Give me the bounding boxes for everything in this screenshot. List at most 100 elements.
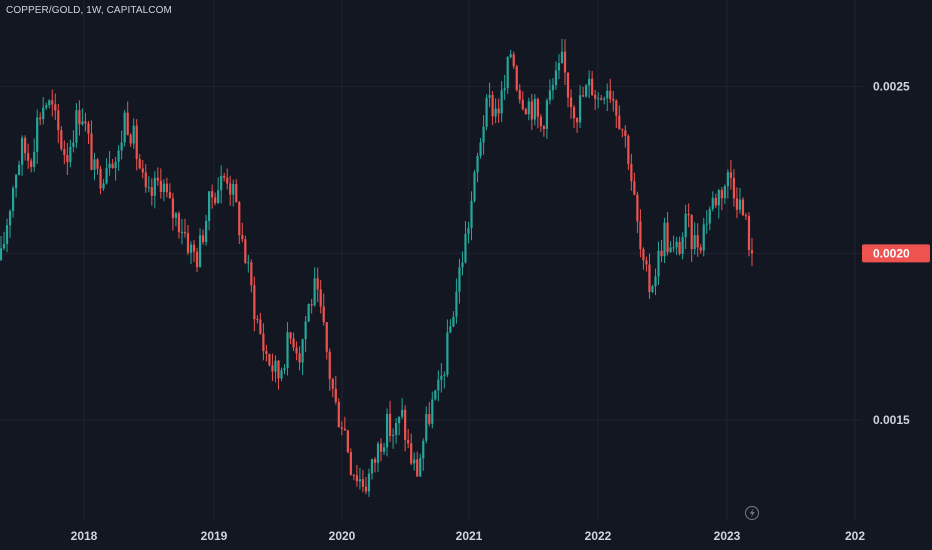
- candle-body: [168, 192, 171, 199]
- candle-body: [247, 262, 250, 264]
- candle-body: [111, 163, 114, 168]
- candle-body: [75, 110, 78, 143]
- candle-body: [735, 198, 739, 210]
- candle-body: [66, 155, 69, 163]
- candle-body: [340, 427, 343, 429]
- candle-body: [434, 390, 437, 400]
- candle-body: [702, 224, 705, 251]
- candle-body: [672, 247, 675, 249]
- candle-body: [81, 121, 84, 125]
- candle-body: [352, 474, 355, 476]
- candle-body: [265, 351, 268, 355]
- candle-body: [422, 440, 425, 459]
- candle-body: [87, 123, 90, 134]
- candle-body: [533, 98, 536, 120]
- candle-body: [560, 51, 564, 64]
- x-tick-label: 2021: [456, 529, 483, 543]
- candle-body: [322, 306, 325, 323]
- candle-body: [156, 177, 159, 181]
- candle-body: [636, 194, 639, 222]
- candle-body: [346, 430, 349, 453]
- candle-body: [545, 100, 549, 129]
- candle-body: [238, 202, 241, 236]
- candle-body: [33, 151, 36, 167]
- candle-body: [660, 250, 663, 257]
- candle-body: [675, 241, 678, 248]
- candle-body: [603, 98, 606, 100]
- candle-body: [96, 159, 99, 169]
- chart-title: COPPER/GOLD, 1W, CAPITALCOM: [6, 5, 172, 16]
- candle-body: [292, 338, 295, 348]
- candle-body: [201, 235, 205, 243]
- candle-body: [621, 129, 624, 131]
- candle-body: [494, 108, 497, 117]
- candle-body: [220, 176, 223, 191]
- candle-body: [250, 262, 253, 286]
- x-tick-label: 2019: [201, 529, 228, 543]
- candle-body: [129, 134, 132, 144]
- candle-body: [90, 133, 93, 170]
- candle-body: [455, 291, 458, 317]
- candle-body: [518, 90, 521, 100]
- candle-body: [286, 332, 289, 369]
- candle-body: [723, 186, 726, 199]
- candle-body: [699, 247, 702, 251]
- lightning-icon[interactable]: [745, 506, 759, 520]
- candle-body: [506, 57, 509, 89]
- candle-body: [470, 200, 473, 228]
- candle-body: [316, 278, 319, 290]
- candle-body: [461, 262, 464, 268]
- candle-body: [615, 100, 618, 116]
- candle-body: [304, 321, 307, 340]
- candle-body: [78, 110, 81, 125]
- candle-body: [120, 142, 123, 151]
- candle-body: [554, 70, 558, 86]
- candle-body: [117, 150, 120, 162]
- candle-body: [63, 148, 66, 156]
- candle-body: [678, 241, 681, 254]
- candle-body: [256, 319, 259, 321]
- candle-body: [726, 172, 729, 187]
- candles[interactable]: [0, 38, 754, 497]
- candle-body: [407, 439, 410, 444]
- candle-body: [11, 188, 15, 211]
- candle-body: [530, 101, 533, 120]
- candle-body: [54, 104, 57, 111]
- candle-body: [385, 413, 389, 448]
- candle-body: [186, 233, 190, 253]
- candle-body: [473, 172, 476, 201]
- candle-body: [313, 278, 316, 306]
- candle-body: [388, 413, 392, 436]
- candle-body: [458, 267, 461, 292]
- candle-body: [711, 197, 714, 209]
- candle-body: [349, 452, 352, 475]
- candle-body: [666, 222, 669, 253]
- candle-body: [5, 225, 9, 244]
- time-axis[interactable]: 2018 2019 2020 2021 2022 2023 202: [71, 529, 866, 543]
- candle-body: [693, 235, 696, 250]
- candle-body: [624, 130, 627, 137]
- candle-body: [578, 95, 582, 123]
- candle-body: [301, 339, 304, 363]
- candle-body: [582, 95, 585, 97]
- candle-body: [138, 158, 141, 169]
- candle-body: [0, 248, 3, 260]
- candle-body: [241, 235, 244, 240]
- candle-body: [229, 183, 232, 195]
- candle-body: [419, 458, 422, 477]
- candle-body: [512, 54, 515, 67]
- candle-body: [295, 347, 298, 354]
- candle-body: [192, 244, 196, 252]
- price-axis[interactable]: 0.0025 0.0015: [873, 80, 910, 427]
- candle-body: [337, 401, 340, 428]
- candle-body: [750, 250, 754, 254]
- candle-body: [539, 116, 542, 127]
- candle-body: [223, 176, 226, 178]
- candle-body: [8, 210, 12, 226]
- candle-body: [551, 85, 555, 91]
- x-tick-label: 202: [845, 529, 865, 543]
- candle-body: [521, 99, 524, 109]
- candle-body: [416, 459, 419, 477]
- x-tick-label: 2018: [71, 529, 98, 543]
